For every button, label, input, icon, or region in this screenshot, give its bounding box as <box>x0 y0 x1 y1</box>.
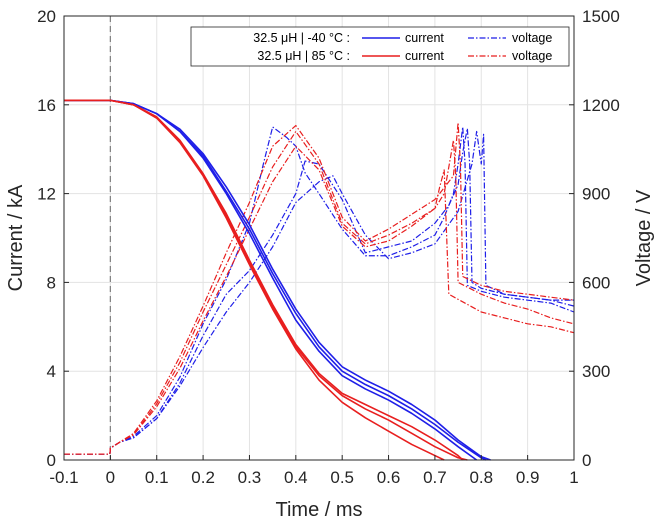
x-tick-label-9: 0.8 <box>469 468 493 487</box>
series-voltage-line-6 <box>64 126 575 455</box>
series-voltage-line-11 <box>64 145 575 455</box>
y-right-tick-label-3: 900 <box>582 185 610 204</box>
legend-row-2-voltage-label: voltage <box>512 49 552 63</box>
legend-box <box>190 26 570 67</box>
legend: 32.5 μH | -40 °C : current voltage 32.5 … <box>190 26 570 67</box>
series-current-line-2 <box>64 99 487 461</box>
y-left-tick-label-4: 16 <box>37 96 56 115</box>
y-right-axis-ticks: 0 300 600 900 1200 1500 <box>569 7 620 470</box>
y-right-tick-label-0: 0 <box>582 451 591 470</box>
x-tick-label-3: 0.2 <box>191 468 215 487</box>
y-left-axis-label: Current / kA <box>5 184 27 291</box>
y-right-tick-label-5: 1500 <box>582 7 620 26</box>
legend-row-1-voltage-label: voltage <box>512 31 552 45</box>
series-current-line-5 <box>64 99 468 461</box>
y-left-axis-ticks: 0 4 8 12 16 20 <box>37 7 69 470</box>
y-right-tick-label-1: 300 <box>582 362 610 381</box>
x-tick-label-4: 0.3 <box>238 468 262 487</box>
x-axis-label: Time / ms <box>275 499 362 521</box>
y-left-tick-label-3: 12 <box>37 185 56 204</box>
x-tick-label-2: 0.1 <box>145 468 169 487</box>
legend-row-1-label: 32.5 μH | -40 °C : <box>253 31 350 45</box>
y-left-tick-label-5: 20 <box>37 7 56 26</box>
x-tick-label-11: 1 <box>569 468 578 487</box>
legend-row-2-current-label: current <box>405 49 444 63</box>
x-tick-label-0: -0.1 <box>49 468 78 487</box>
x-tick-label-1: 0 <box>106 468 115 487</box>
series-layer <box>64 99 575 461</box>
series-voltage-line-8 <box>64 130 574 455</box>
legend-row-2-label: 32.5 μH | 85 °C : <box>257 49 350 63</box>
plot-frame <box>63 15 575 461</box>
legend-row-1-current-label: current <box>405 31 444 45</box>
y-right-tick-label-2: 600 <box>582 273 610 292</box>
x-axis-ticks: -0.1 0 0.1 0.2 0.3 0.4 0.5 0.6 0.7 0.8 0.9 1 <box>49 455 579 487</box>
y-left-tick-label-2: 8 <box>47 273 56 292</box>
y-right-tick-label-4: 1200 <box>582 96 620 115</box>
y-right-axis-label: Voltage / V <box>633 189 655 286</box>
x-tick-label-8: 0.7 <box>423 468 447 487</box>
y-left-tick-label-1: 4 <box>47 362 56 381</box>
x-tick-label-6: 0.5 <box>330 468 354 487</box>
x-tick-label-5: 0.4 <box>284 468 308 487</box>
x-tick-label-7: 0.6 <box>377 468 401 487</box>
plot-background <box>64 16 574 460</box>
x-tick-label-10: 0.9 <box>516 468 540 487</box>
series-voltage-line-10 <box>64 130 575 455</box>
y-left-tick-label-0: 0 <box>47 451 56 470</box>
